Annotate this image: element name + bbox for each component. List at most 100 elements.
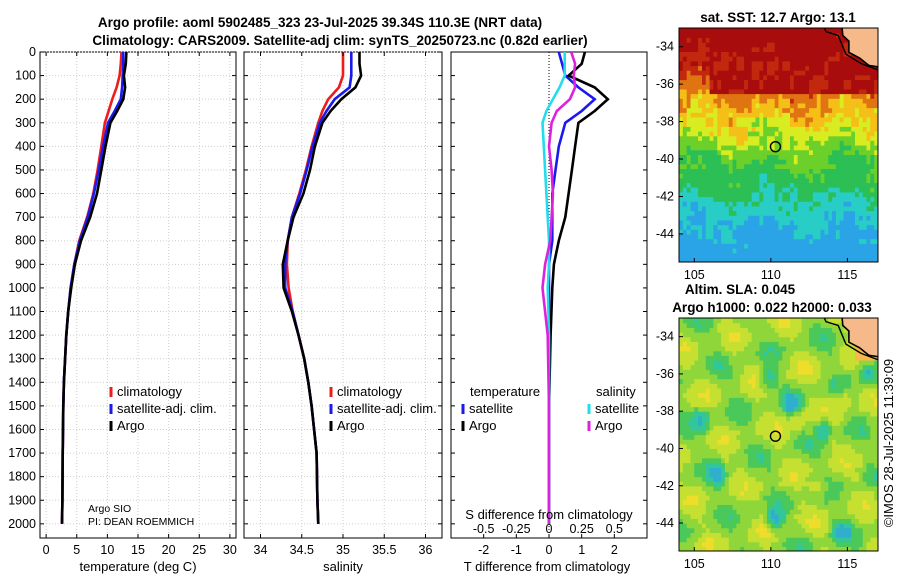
- sst-cell: [728, 191, 734, 198]
- sst-cell: [679, 243, 684, 249]
- sst-cell: [717, 196, 722, 202]
- sla-cell: [793, 346, 799, 352]
- sla-cell: [786, 359, 791, 366]
- sst-cell: [851, 210, 856, 216]
- sst-cell: [717, 154, 722, 160]
- sla-cell: [824, 387, 829, 394]
- sst-cell: [809, 131, 814, 137]
- sst-cell: [832, 201, 837, 207]
- sla-cell: [740, 336, 745, 342]
- sla-cell: [724, 485, 730, 492]
- sst-cell: [736, 168, 741, 174]
- sst-cell: [679, 205, 684, 212]
- sst-cell: [774, 201, 780, 207]
- sla-cell: [679, 504, 684, 510]
- sla-cell: [774, 425, 780, 431]
- sla-cell: [832, 523, 837, 529]
- sla-cell: [805, 523, 810, 529]
- sst-cell: [805, 121, 810, 127]
- sst-cell: [724, 149, 730, 155]
- sst-cell: [805, 248, 810, 254]
- sst-cell: [724, 196, 730, 202]
- sst-cell: [682, 215, 688, 221]
- sst-cell: [682, 56, 688, 62]
- sst-cell: [816, 42, 822, 48]
- sla-cell: [705, 546, 711, 551]
- sla-cell: [770, 523, 776, 529]
- sla-cell: [702, 318, 707, 324]
- sst-cell: [702, 135, 707, 141]
- sst-cell: [686, 37, 692, 43]
- sst-cell: [843, 215, 848, 221]
- sla-cell: [679, 485, 684, 492]
- sst-cell: [790, 102, 795, 109]
- sst-cell: [855, 224, 860, 230]
- sla-cell: [778, 401, 783, 408]
- sst-cell: [732, 112, 737, 118]
- sla-cell: [717, 378, 722, 384]
- sst-cell: [717, 112, 722, 118]
- sst-cell: [770, 224, 776, 230]
- sla-cell: [679, 378, 684, 384]
- sla-cell: [790, 387, 795, 394]
- sla-cell: [793, 471, 799, 478]
- sst-cell: [801, 126, 806, 132]
- sla-cell: [828, 350, 833, 356]
- sst-cell: [874, 145, 878, 151]
- sst-cell: [824, 107, 829, 113]
- sst-cell: [698, 210, 703, 216]
- sla-cell: [824, 443, 829, 450]
- sst-cell: [816, 46, 822, 52]
- sst-cell: [797, 248, 802, 254]
- sla-cell: [728, 509, 734, 515]
- sla-cell: [782, 499, 787, 505]
- sla-cell: [793, 341, 799, 347]
- sla-cell: [824, 322, 829, 328]
- sst-cell: [851, 257, 856, 262]
- sla-cell: [793, 378, 799, 384]
- sla-cell: [832, 509, 837, 515]
- sst-cell: [747, 177, 753, 184]
- sst-cell: [797, 93, 802, 99]
- sst-cell: [744, 154, 749, 160]
- sla-cell: [759, 364, 764, 370]
- sal-legend-label: Argo: [337, 418, 364, 433]
- sla-cell: [705, 434, 711, 440]
- sst-cell: [858, 257, 864, 262]
- sst-cell: [732, 149, 737, 155]
- sla-cell: [801, 439, 806, 445]
- sst-cell: [724, 116, 730, 123]
- sst-cell: [747, 93, 753, 99]
- sla-cell: [832, 443, 837, 450]
- sst-cell: [858, 98, 864, 104]
- sst-cell: [793, 32, 799, 38]
- sst-cell: [858, 107, 864, 113]
- sla-cell: [824, 318, 829, 324]
- sst-cell: [797, 196, 802, 202]
- sst-cell: [702, 219, 707, 226]
- sla-cell: [702, 350, 707, 356]
- sst-cell: [755, 56, 760, 62]
- sst-cell: [828, 252, 833, 258]
- sst-cell: [728, 205, 734, 212]
- sst-cell: [820, 79, 825, 85]
- sla-cell: [702, 476, 707, 482]
- sla-cell: [732, 318, 737, 324]
- sla-cell: [793, 318, 799, 324]
- sla-cell: [763, 401, 768, 408]
- sla-cell: [694, 476, 699, 482]
- sst-cell: [790, 93, 795, 99]
- sst-cell: [820, 88, 825, 95]
- sla-cell: [809, 471, 814, 478]
- sst-cell: [747, 149, 753, 155]
- sst-cell: [682, 116, 688, 123]
- sla-cell: [736, 378, 741, 384]
- sla-cell: [679, 527, 684, 533]
- sst-cell: [702, 154, 707, 160]
- sst-cell: [709, 145, 714, 151]
- sst-cell: [774, 205, 780, 212]
- sst-cell: [682, 121, 688, 127]
- sst-cell: [686, 229, 692, 235]
- sst-cell: [855, 93, 860, 99]
